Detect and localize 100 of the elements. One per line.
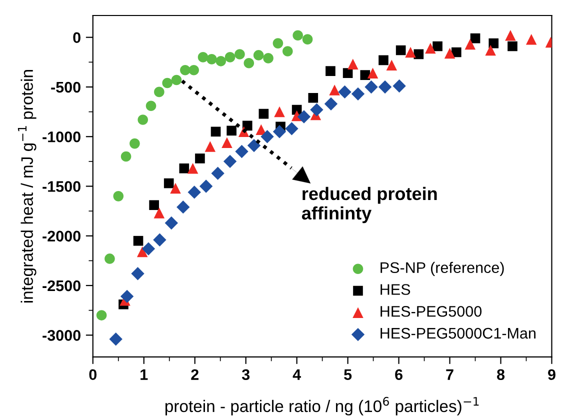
annotation: reduced protein affininty xyxy=(302,186,437,224)
point xyxy=(234,49,245,60)
point xyxy=(180,64,190,76)
point xyxy=(414,49,424,60)
point xyxy=(216,56,226,66)
point xyxy=(470,33,480,44)
point xyxy=(302,34,313,44)
point xyxy=(188,64,199,76)
point xyxy=(206,54,217,64)
point xyxy=(131,267,144,280)
point xyxy=(505,30,516,41)
point xyxy=(405,46,416,58)
point xyxy=(386,60,398,71)
point xyxy=(508,41,518,52)
point xyxy=(378,55,388,66)
point xyxy=(244,58,254,68)
point xyxy=(198,52,208,62)
point xyxy=(297,110,311,124)
y-tick-label: -3000 xyxy=(42,330,80,341)
y-tick-label: -500 xyxy=(51,82,80,93)
x-tick-label: 2 xyxy=(191,369,198,380)
point xyxy=(153,233,166,246)
x-axis-title: protein - particle ratio / ng (10$^{6}$ particles)$^{−1}$ xyxy=(165,396,479,416)
point xyxy=(326,66,336,76)
y-tick-label: -1000 xyxy=(42,131,80,142)
point xyxy=(338,85,352,99)
point xyxy=(272,125,286,138)
point xyxy=(260,130,274,144)
point xyxy=(179,163,190,174)
x-tick-label: 4 xyxy=(292,369,301,380)
point xyxy=(526,34,537,45)
y-tick-label: -2500 xyxy=(42,280,80,292)
point xyxy=(329,84,340,96)
point xyxy=(342,68,353,78)
point xyxy=(348,58,358,70)
point xyxy=(223,154,237,168)
point xyxy=(136,246,148,258)
point xyxy=(308,92,318,103)
point xyxy=(162,78,172,88)
point xyxy=(195,154,205,164)
point xyxy=(224,52,236,62)
point xyxy=(113,191,124,202)
x-tick-label: 8 xyxy=(496,369,505,380)
point xyxy=(351,87,365,101)
y-axis-title: integrated heat / mJ g$^{−1}$ protein xyxy=(18,70,36,302)
point xyxy=(451,47,462,58)
point xyxy=(256,124,267,136)
point xyxy=(425,42,436,54)
point xyxy=(310,103,324,116)
legend-label: HES xyxy=(380,284,410,295)
x-tick-label: 7 xyxy=(446,369,454,380)
point xyxy=(133,236,144,246)
point xyxy=(171,74,182,86)
point xyxy=(432,41,442,52)
point xyxy=(360,70,370,80)
point xyxy=(258,108,269,119)
point xyxy=(146,100,156,111)
point xyxy=(263,53,274,64)
point xyxy=(226,126,236,136)
point xyxy=(378,80,392,94)
point xyxy=(187,163,198,174)
point xyxy=(199,180,213,193)
point xyxy=(253,50,264,60)
point xyxy=(188,186,201,199)
point xyxy=(176,200,190,214)
point xyxy=(120,290,134,304)
x-tick-label: 6 xyxy=(395,369,402,380)
point xyxy=(222,137,232,148)
point xyxy=(464,38,476,50)
point xyxy=(204,141,216,152)
point xyxy=(488,38,499,48)
x-tick-label: 1 xyxy=(140,369,148,380)
point xyxy=(109,332,122,346)
point xyxy=(396,45,406,56)
point xyxy=(272,38,284,48)
point xyxy=(170,182,181,194)
point xyxy=(154,86,164,98)
legend-label: PS-NP (reference) xyxy=(380,262,504,276)
point xyxy=(364,80,378,94)
y-tick-label: -2000 xyxy=(42,230,80,242)
point xyxy=(104,254,115,264)
point xyxy=(324,97,338,110)
point xyxy=(164,216,178,230)
point xyxy=(120,151,132,162)
point xyxy=(96,310,107,320)
point xyxy=(210,126,221,137)
x-tick-label: 0 xyxy=(89,369,97,380)
point xyxy=(149,200,159,210)
point xyxy=(292,30,303,41)
point xyxy=(138,114,148,125)
x-tick-label: 9 xyxy=(548,369,556,380)
point xyxy=(164,178,174,188)
point xyxy=(154,208,165,218)
point xyxy=(130,138,140,149)
point xyxy=(392,79,406,93)
point xyxy=(444,48,456,59)
x-tick-label: 5 xyxy=(344,369,352,380)
point xyxy=(274,106,285,118)
point xyxy=(485,44,496,56)
y-tick-label: 0 xyxy=(73,32,80,44)
